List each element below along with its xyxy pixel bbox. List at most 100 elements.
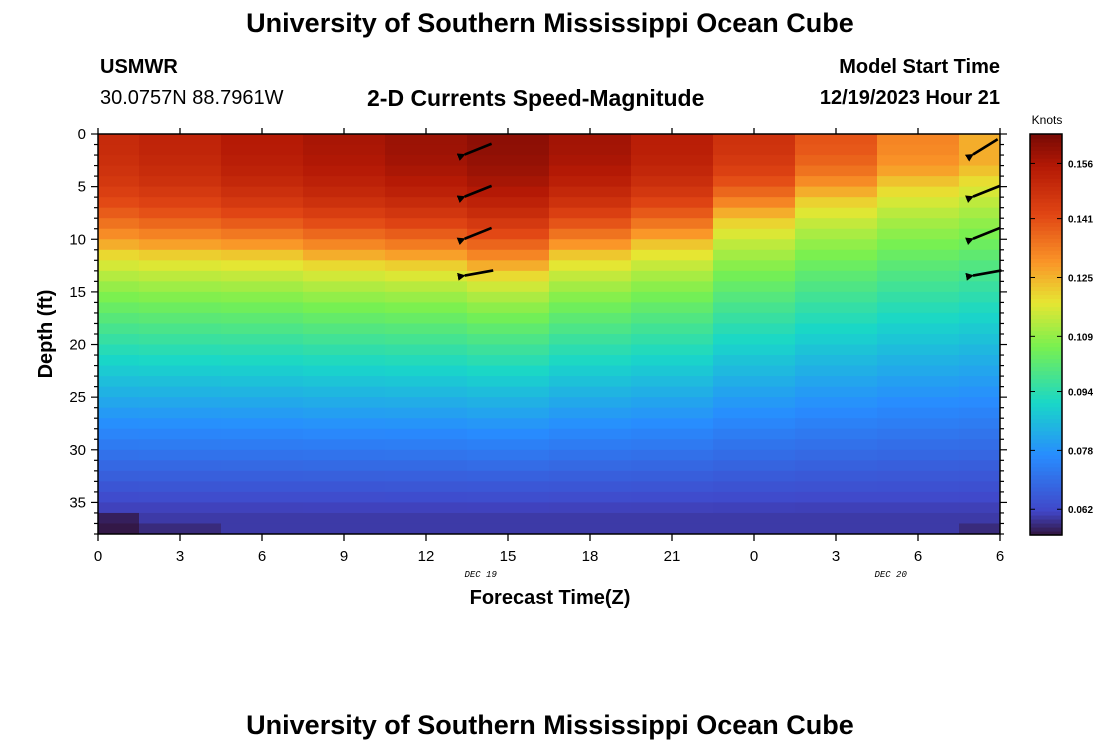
colorbar-segment bbox=[1030, 442, 1062, 448]
heatmap-cell bbox=[221, 512, 304, 524]
heatmap-cell bbox=[877, 165, 960, 177]
heatmap-cell bbox=[795, 428, 878, 440]
heatmap-cell bbox=[549, 239, 632, 251]
heatmap-cell bbox=[303, 407, 386, 419]
colorbar-segment bbox=[1030, 422, 1062, 428]
heatmap-cell bbox=[877, 418, 960, 430]
heatmap-cell bbox=[713, 207, 796, 219]
heatmap-cell bbox=[631, 439, 714, 451]
heatmap-cell bbox=[959, 176, 1001, 188]
heatmap-cell bbox=[795, 512, 878, 524]
y-axis: 0 5 10 15 20 25 30 35 bbox=[69, 126, 1007, 535]
heatmap-cell bbox=[795, 270, 878, 282]
heatmap-cell bbox=[631, 291, 714, 303]
heatmap-cell bbox=[303, 155, 386, 167]
heatmap-cell bbox=[959, 355, 1001, 367]
colorbar: 0.062 0.078 0.094 0.109 0.125 0.141 0.156 bbox=[1029, 133, 1093, 536]
colorbar-segment bbox=[1030, 390, 1062, 396]
colorbar-segment bbox=[1030, 282, 1062, 287]
colorbar-segment bbox=[1030, 518, 1062, 524]
heatmap-cell bbox=[98, 428, 140, 440]
heatmap-cell bbox=[221, 165, 304, 177]
heatmap-cell bbox=[549, 249, 632, 261]
heatmap-cell bbox=[385, 323, 468, 335]
heatmap-cell bbox=[631, 302, 714, 314]
heatmap-cell bbox=[139, 291, 222, 303]
heatmap-cell bbox=[877, 365, 960, 377]
heatmap-cell bbox=[221, 397, 304, 409]
heatmap-cell bbox=[467, 376, 550, 388]
heatmap-cell bbox=[795, 470, 878, 482]
heatmap-cell bbox=[98, 291, 140, 303]
colorbar-segment bbox=[1030, 342, 1062, 348]
heatmap-cell bbox=[467, 323, 550, 335]
heatmap-cell bbox=[877, 460, 960, 472]
heatmap-cell bbox=[713, 460, 796, 472]
heatmap-cell bbox=[385, 481, 468, 493]
colorbar-segment bbox=[1030, 426, 1062, 432]
heatmap-cell bbox=[221, 502, 304, 514]
heatmap-cell bbox=[795, 291, 878, 303]
colorbar-segment bbox=[1030, 290, 1062, 295]
x-tick-label: 3 bbox=[832, 548, 840, 565]
heatmap-cell bbox=[385, 144, 468, 156]
heatmap-cell bbox=[98, 312, 140, 324]
heatmap-cell bbox=[549, 312, 632, 324]
heatmap-cell bbox=[303, 260, 386, 272]
heatmap-cell bbox=[98, 218, 140, 230]
heatmap-cell bbox=[631, 239, 714, 251]
x-tick-label: 6 bbox=[258, 548, 266, 565]
heatmap-cell bbox=[877, 260, 960, 272]
heatmap-cell bbox=[221, 312, 304, 324]
heatmap-cell bbox=[549, 365, 632, 377]
heatmap-cell bbox=[795, 449, 878, 461]
heatmap-cell bbox=[385, 344, 468, 356]
colorbar-segment bbox=[1030, 418, 1062, 424]
colorbar-segment bbox=[1030, 394, 1062, 400]
colorbar-segment bbox=[1030, 522, 1062, 528]
heatmap-cell bbox=[139, 397, 222, 409]
heatmap-cell bbox=[139, 302, 222, 314]
heatmap-cell bbox=[959, 407, 1001, 419]
heatmap-cell bbox=[221, 418, 304, 430]
x-tick-label: 12 bbox=[418, 548, 435, 565]
heatmap-cell bbox=[713, 270, 796, 282]
heatmap-cell bbox=[98, 418, 140, 430]
y-tick-label: 5 bbox=[78, 179, 86, 196]
heatmap-cell bbox=[631, 197, 714, 209]
heatmap-cell bbox=[467, 176, 550, 188]
colorbar-segment bbox=[1030, 154, 1062, 159]
heatmap-cell bbox=[385, 418, 468, 430]
heatmap-cell bbox=[713, 312, 796, 324]
heatmap-cell bbox=[139, 249, 222, 261]
heatmap-cell bbox=[385, 439, 468, 451]
colorbar-segment bbox=[1030, 198, 1062, 203]
heatmap-cell bbox=[385, 270, 468, 282]
colorbar-segment bbox=[1030, 242, 1062, 247]
heatmap-cell bbox=[877, 428, 960, 440]
heatmap-cell bbox=[877, 512, 960, 524]
colorbar-segment bbox=[1030, 322, 1062, 328]
heatmap-cell bbox=[467, 218, 550, 230]
heatmap-cell bbox=[467, 512, 550, 524]
colorbar-segment bbox=[1030, 494, 1062, 500]
y-tick-label: 35 bbox=[69, 494, 86, 511]
heatmap-cell bbox=[303, 344, 386, 356]
heatmap-cell bbox=[467, 470, 550, 482]
heatmap-cell bbox=[877, 481, 960, 493]
heatmap-cell bbox=[959, 186, 1001, 198]
heatmap-cell bbox=[385, 428, 468, 440]
heatmap-cell bbox=[713, 228, 796, 240]
heatmap-cell bbox=[467, 302, 550, 314]
colorbar-segment bbox=[1030, 514, 1062, 520]
heatmap-cell bbox=[385, 228, 468, 240]
heatmap-cell bbox=[549, 207, 632, 219]
heatmap-cell bbox=[959, 134, 1001, 146]
heatmap-cell bbox=[713, 491, 796, 503]
station-coords: 30.0757N 88.7961W bbox=[100, 87, 284, 109]
heatmap-cell bbox=[713, 323, 796, 335]
heatmap-cell bbox=[795, 197, 878, 209]
heatmap-cell bbox=[139, 144, 222, 156]
colorbar-segment bbox=[1030, 450, 1062, 456]
plot-title: 2-D Currents Speed-Magnitude bbox=[367, 85, 705, 111]
